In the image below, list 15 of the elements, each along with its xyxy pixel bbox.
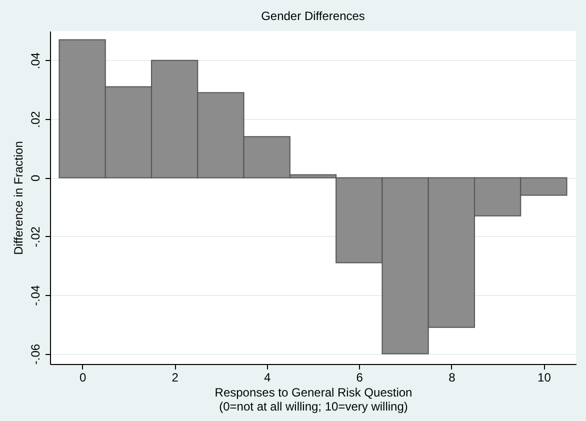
y-tick-label: .02 [28,110,42,128]
chart-title: Gender Differences [261,9,365,23]
x-axis-title: Responses to General Risk Question (0=not at all willing; 10=very willing) [214,386,412,414]
y-tick-label: -.02 [28,226,42,248]
y-tick-label: -.06 [28,344,42,365]
x-tick-label: 10 [538,370,552,384]
y-tick-label: .04 [28,52,42,70]
x-tick-label: 4 [264,370,272,384]
y-axis-title: Difference in Fraction [12,141,26,255]
y-tick-label: -.04 [28,284,42,306]
y-tick-label: 0 [28,174,42,182]
x-tick-label: 2 [172,370,179,384]
x-tick-label: 8 [448,370,456,384]
x-tick-label: 6 [356,370,364,384]
x-tick-label: 0 [79,370,86,384]
